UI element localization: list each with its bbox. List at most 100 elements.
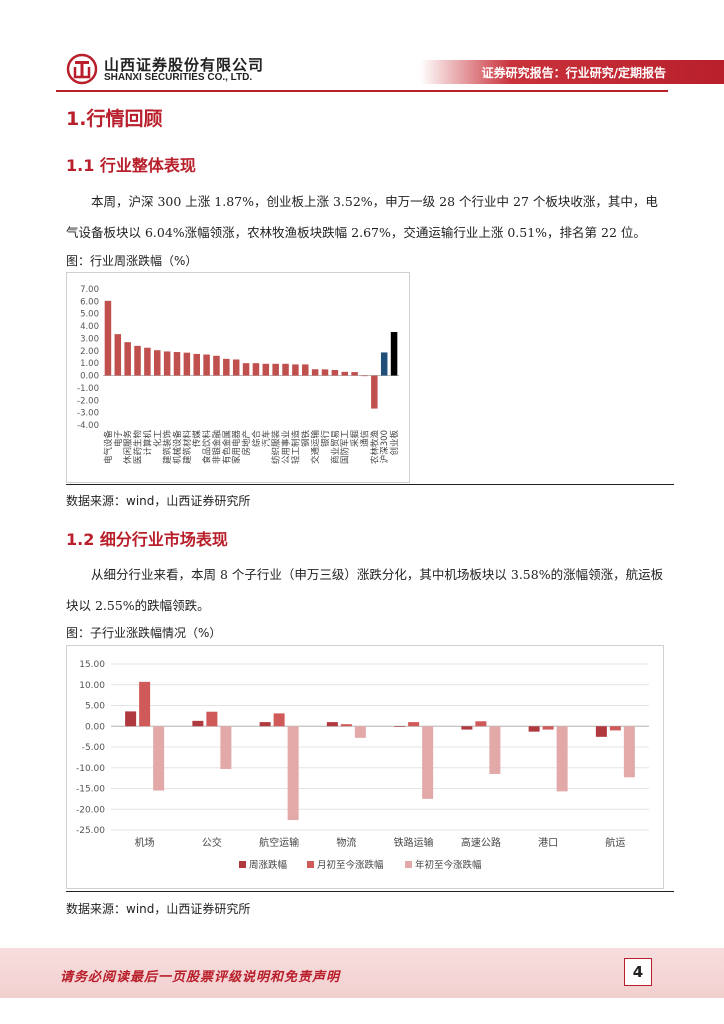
y-tick-label: -20.00 [76, 805, 105, 815]
legend-entry: 月初至今涨跌幅 [317, 859, 384, 871]
figure-title-2: 图：子行业涨跌幅情况（%） [66, 626, 222, 640]
bar-交通运输 [311, 369, 319, 376]
y-tick-label: 2.00 [80, 347, 99, 357]
x-tick-label: 有色金属 [221, 430, 232, 464]
bar-采掘 [351, 372, 358, 376]
bar-物流-年初至今涨跌幅 [354, 726, 366, 738]
y-tick-label: 6.00 [80, 297, 99, 307]
bar-物流-周涨跌幅 [326, 722, 338, 727]
bar-汽车 [262, 363, 270, 376]
x-tick-label: 港口 [538, 837, 558, 849]
chart-subindustry-svg: 15.00 10.00 5.00 0.00 -5.00 -10.00 -15.00 -20.0… [76, 660, 649, 871]
bar-电气设备 [104, 300, 112, 376]
shanxi-securities-logo-icon [66, 53, 98, 85]
bar-航运-月初至今涨跌幅 [609, 726, 621, 731]
x-tick-label: 铁路运输 [394, 836, 434, 849]
page-header: 山西证券股份有限公司 SHANXI SECURITIES CO., LTD. 证… [0, 0, 724, 96]
x-tick-label: 创业板 [389, 430, 400, 456]
bar-高速公路-月初至今涨跌幅 [475, 721, 487, 727]
bar-公交-年初至今涨跌幅 [220, 726, 232, 769]
bar-传媒 [193, 353, 200, 376]
bar-休闲服务 [124, 342, 131, 376]
legend-swatch [405, 861, 412, 868]
x-tick-label: 建筑装饰 [162, 430, 173, 465]
paragraph-subindustry: 从细分行业来看，本周 8 个子行业（申万三级）涨跌分化，其中机场板块以 3.58… [66, 567, 664, 613]
x-tick-label: 综合 [251, 430, 262, 448]
bar-机械设备 [173, 352, 181, 376]
x-tick-label: 纺织服装 [271, 430, 282, 465]
y-tick-label: 4.00 [80, 322, 99, 332]
y-tick-label: 15.00 [79, 660, 105, 670]
bar-沪深300 [380, 352, 388, 376]
bar-国防军工 [341, 371, 348, 376]
x-tick-label: 公用事业 [281, 430, 292, 464]
x-tick-label: 电气设备 [103, 430, 114, 465]
x-tick-label: 沪深300 [379, 430, 390, 463]
y-tick-label: 3.00 [80, 334, 99, 344]
x-tick-label: 航运 [605, 836, 625, 849]
bar-铁路运输-周涨跌幅 [394, 726, 406, 727]
x-tick-label: 传媒 [192, 430, 203, 448]
bar-农林牧渔 [371, 375, 378, 409]
bar-高速公路-年初至今涨跌幅 [489, 726, 501, 774]
bar-家用电器 [232, 359, 240, 376]
y-tick-label: -1.00 [77, 384, 99, 394]
report-type: 证券研究报告：行业研究/定期报告 [481, 66, 666, 80]
x-tick-label: 银行 [320, 430, 331, 448]
x-tick-label: 休闲服务 [123, 430, 134, 465]
bar-纺织服装 [272, 363, 279, 376]
bar-钢铁 [302, 364, 309, 376]
paragraph-industry-overview: 本周，沪深 300 上涨 1.87%，创业板上涨 3.52%，申万一级 28 个… [66, 194, 658, 240]
y-tick-label: -25.00 [76, 826, 105, 836]
header-band [420, 60, 724, 84]
bar-高速公路-周涨跌幅 [461, 726, 473, 730]
bar-铁路运输-月初至今涨跌幅 [408, 722, 420, 727]
x-tick-label: 机场 [135, 836, 155, 849]
x-tick-label: 通信 [359, 430, 370, 448]
bar-港口-年初至今涨跌幅 [556, 726, 568, 792]
legend-entry: 年初至今涨跌幅 [415, 859, 482, 871]
x-tick-label: 非银金融 [211, 430, 222, 465]
bar-食品饮料 [203, 354, 210, 376]
y-tick-label: 0.00 [85, 722, 105, 732]
bar-航运-周涨跌幅 [595, 726, 607, 737]
bar-轻工制造 [292, 364, 299, 376]
chart-industry-weekly: 7.00 6.00 5.00 4.00 3.00 2.00 1.00 0.00 -1.00 -2.… [66, 272, 410, 483]
header-divider [56, 90, 668, 92]
y-tick-label: -10.00 [76, 764, 105, 774]
bar-公用事业 [282, 363, 289, 376]
chart-subindustry: 15.00 10.00 5.00 0.00 -5.00 -10.00 -15.00 -20.0… [66, 645, 664, 889]
x-tick-label: 钢铁 [300, 430, 311, 448]
bar-航空运输-年初至今涨跌幅 [287, 726, 299, 821]
x-tick-label: 建筑材料 [182, 430, 193, 465]
y-tick-label: 5.00 [85, 702, 105, 712]
x-tick-label: 机械设备 [172, 430, 183, 465]
y-tick-label: 7.00 [80, 285, 99, 295]
x-tick-label: 房地产 [241, 430, 252, 456]
y-tick-label: -3.00 [77, 409, 99, 419]
figure-rule-2 [66, 891, 674, 892]
bar-物流-月初至今涨跌幅 [340, 724, 352, 727]
figure-source-2: 数据来源：wind，山西证券研究所 [66, 902, 251, 916]
x-tick-label: 商业贸易 [330, 430, 341, 464]
x-tick-label: 交通运输 [310, 430, 321, 465]
chart-industry-weekly-svg: 7.00 6.00 5.00 4.00 3.00 2.00 1.00 0.00 -1.00 -2.… [77, 285, 400, 465]
bar-计算机 [144, 347, 151, 376]
y-tick-label: -5.00 [82, 743, 106, 753]
legend-swatch [307, 861, 314, 868]
page-footer [0, 948, 724, 998]
bar-综合 [252, 363, 260, 376]
subsection-title-1: 1.1 行业整体表现 [66, 156, 196, 175]
bar-房地产 [242, 363, 250, 376]
bar-建筑装饰 [163, 351, 171, 376]
legend-entry: 周涨跌幅 [249, 859, 288, 871]
bar-航运-年初至今涨跌幅 [623, 726, 635, 778]
bar-化工 [154, 350, 161, 376]
x-tick-label: 化工 [152, 430, 163, 448]
section-title: 1.行情回顾 [66, 108, 163, 130]
x-tick-label: 物流 [336, 836, 356, 849]
x-tick-label: 计算机 [142, 430, 153, 456]
x-tick-label: 国防军工 [340, 430, 351, 465]
y-tick-label: 5.00 [80, 310, 99, 320]
x-tick-label: 汽车 [261, 430, 272, 447]
